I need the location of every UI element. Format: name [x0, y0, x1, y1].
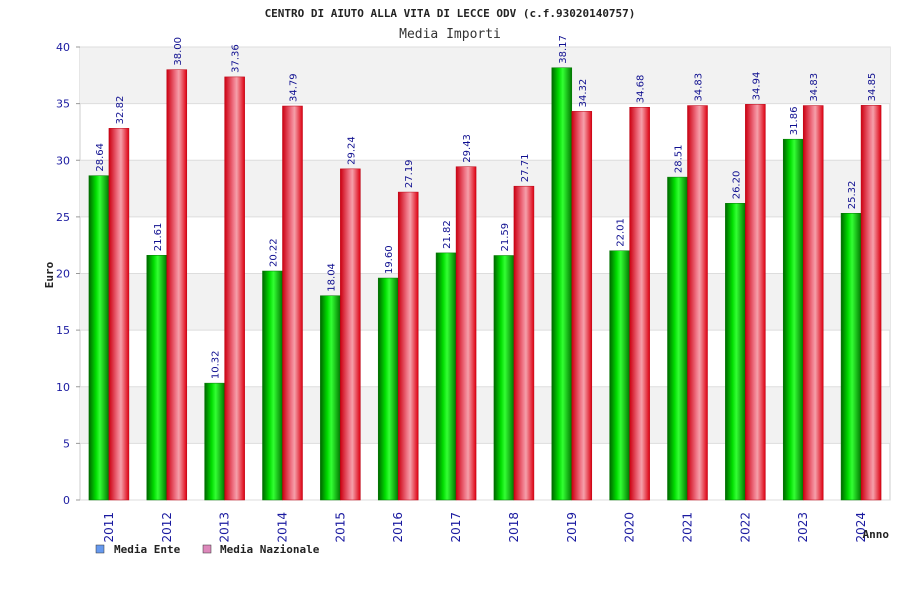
data-label: 34.83 [694, 73, 705, 102]
x-tick-label: 2011 [102, 512, 116, 543]
data-label: 34.83 [809, 73, 820, 102]
data-label: 18.04 [326, 263, 337, 292]
data-label: 32.82 [115, 96, 126, 125]
bar-media-nazionale-2018 [513, 185, 535, 501]
bar-media-ente-2018 [493, 255, 515, 501]
bar-media-ente-2012 [146, 255, 168, 501]
bar-media-ente-2019 [551, 67, 573, 501]
x-tick-label: 2018 [507, 512, 521, 543]
data-label: 21.61 [153, 223, 164, 252]
x-axis-label: Anno [863, 528, 890, 541]
bar-media-ente-2024 [840, 213, 862, 501]
data-label: 34.79 [289, 73, 300, 102]
chart-subtitle: Media Importi [399, 27, 501, 42]
data-label: 27.71 [520, 154, 531, 183]
data-label: 27.19 [404, 159, 415, 188]
x-tick-label: 2015 [333, 512, 347, 543]
bar-media-ente-2020 [609, 250, 630, 501]
x-tick-label: 2017 [449, 512, 463, 543]
x-tick-label: 2024 [854, 512, 868, 543]
bar-media-ente-2022 [725, 203, 746, 501]
bar-media-nazionale-2017 [455, 166, 477, 501]
data-label: 22.01 [616, 218, 627, 247]
bar-media-nazionale-2011 [108, 128, 130, 501]
y-tick-label: 0 [63, 494, 70, 507]
grid-band [80, 386, 890, 444]
bar-media-nazionale-2023 [802, 105, 824, 501]
y-tick-label: 15 [56, 324, 70, 337]
grid-band [80, 273, 890, 331]
data-label: 37.36 [231, 44, 242, 73]
y-tick-label: 10 [56, 381, 70, 394]
data-label: 10.32 [211, 350, 222, 379]
data-label: 28.51 [674, 144, 685, 173]
y-tick-label: 20 [56, 268, 70, 281]
data-label: 29.43 [462, 134, 473, 163]
data-label: 28.64 [95, 143, 106, 172]
bar-media-nazionale-2021 [687, 105, 708, 501]
y-tick-label: 40 [56, 41, 70, 54]
data-label: 34.85 [867, 73, 878, 102]
bar-media-ente-2014 [262, 270, 283, 501]
y-tick-label: 35 [56, 98, 70, 111]
bar-media-nazionale-2012 [166, 69, 188, 501]
bar-media-nazionale-2019 [571, 111, 593, 501]
y-axis-label: Euro [43, 261, 56, 288]
bar-media-ente-2023 [782, 138, 804, 501]
x-tick-label: 2019 [565, 512, 579, 543]
data-label: 21.59 [500, 223, 511, 252]
grid-band [80, 160, 890, 217]
y-axis-ticks: 0 5 10 15 20 25 30 35 40 [56, 41, 80, 507]
bar-media-nazionale-2013 [224, 76, 245, 501]
data-label: 19.60 [384, 245, 395, 274]
x-tick-label: 2014 [276, 512, 290, 543]
data-label: 38.17 [558, 35, 569, 64]
x-axis-ticks: 2011 2012 2013 2014 2015 2016 2017 2018 2019 2020… [102, 512, 868, 543]
legend: Media Ente Media Nazionale [95, 543, 320, 556]
chart-title: CENTRO DI AIUTO ALLA VITA DI LECCE ODV (… [265, 7, 636, 20]
x-tick-label: 2020 [623, 512, 637, 543]
bar-media-ente-2013 [204, 382, 225, 501]
bar-media-ente-2011 [88, 175, 110, 501]
legend-label-media-ente: Media Ente [114, 543, 181, 556]
legend-swatch-media-nazionale [202, 544, 212, 554]
bar-media-nazionale-2014 [282, 105, 303, 501]
x-tick-label: 2012 [160, 512, 174, 543]
bar-media-nazionale-2024 [860, 105, 882, 501]
legend-label-media-nazionale: Media Nazionale [220, 543, 320, 556]
bars [88, 67, 882, 501]
x-tick-label: 2016 [391, 512, 405, 543]
y-tick-label: 5 [63, 437, 70, 450]
grid-band [80, 47, 890, 104]
bar-media-nazionale-2020 [629, 106, 650, 501]
x-tick-label: 2023 [796, 512, 810, 543]
x-tick-label: 2013 [218, 512, 232, 543]
data-label: 26.20 [731, 171, 742, 200]
data-label: 34.68 [636, 75, 647, 104]
data-label: 29.24 [346, 136, 357, 165]
data-label: 34.32 [578, 79, 589, 108]
bar-media-ente-2021 [667, 176, 688, 501]
data-label: 25.32 [847, 181, 858, 210]
bar-media-ente-2015 [320, 295, 341, 501]
bar-media-nazionale-2016 [397, 191, 419, 501]
x-tick-label: 2022 [738, 512, 752, 543]
x-tick-label: 2021 [681, 512, 695, 543]
data-label: 34.94 [751, 72, 762, 101]
data-label: 38.00 [173, 37, 184, 66]
bar-media-nazionale-2015 [340, 168, 361, 501]
data-label: 20.22 [269, 238, 280, 267]
legend-swatch-media-ente [95, 544, 105, 554]
y-tick-label: 30 [56, 154, 70, 167]
bar-media-ente-2016 [377, 277, 399, 501]
data-label: 31.86 [789, 107, 800, 136]
bar-media-nazionale-2022 [745, 104, 766, 501]
data-label: 21.82 [442, 220, 453, 249]
y-tick-label: 25 [56, 211, 70, 224]
data-labels: 28.64 32.82 21.61 38.00 10.32 37.36 20.22 34.79… [95, 35, 878, 379]
bar-media-ente-2017 [435, 252, 457, 501]
